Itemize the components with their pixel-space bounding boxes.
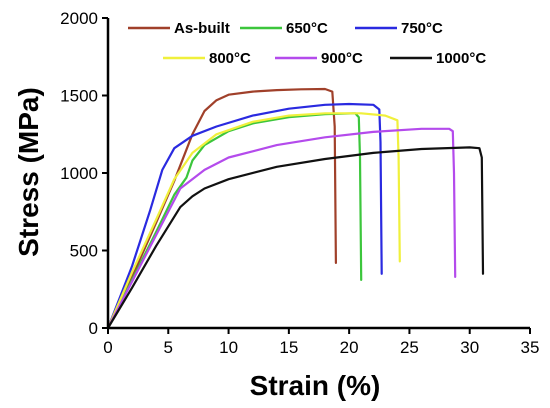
- legend-label: 1000°C: [436, 50, 486, 67]
- series-line-3: [106, 102, 383, 330]
- x-tick-label: 5: [164, 338, 173, 357]
- x-tick-label: 20: [340, 338, 359, 357]
- plot-area: [106, 87, 485, 330]
- x-tick-label: 0: [103, 338, 112, 357]
- legend-label: 750°C: [401, 20, 443, 37]
- y-tick-label: 0: [89, 319, 98, 338]
- y-tick-label: 1000: [60, 164, 98, 183]
- y-tick-label: 2000: [60, 9, 98, 28]
- legend-item: As-built: [128, 20, 230, 37]
- series-line-4: [106, 112, 401, 330]
- x-tick-label: 25: [400, 338, 419, 357]
- y-tick-label: 500: [70, 242, 98, 261]
- x-tick-label: 35: [521, 338, 540, 357]
- legend-item: 1000°C: [390, 50, 486, 67]
- legend-label: 800°C: [209, 50, 251, 67]
- ticks: 0 5 10 15 20 25 30 35 0 500 1000 1500 2000: [60, 9, 539, 357]
- x-tick-label: 30: [460, 338, 479, 357]
- legend-item: 750°C: [355, 20, 443, 37]
- series-line-6: [106, 146, 485, 330]
- x-tick-label: 10: [219, 338, 238, 357]
- y-axis-title: Stress (MPa): [13, 87, 44, 257]
- legend-label: 900°C: [321, 50, 363, 67]
- series-line-5: [106, 127, 457, 330]
- legend: As-built 650°C 750°C 800°C 900°C 1000°C: [128, 20, 486, 67]
- legend-item: 650°C: [240, 20, 328, 37]
- x-tick-label: 15: [279, 338, 298, 357]
- legend-item: 900°C: [275, 50, 363, 67]
- y-tick-label: 1500: [60, 87, 98, 106]
- legend-label: As-built: [174, 20, 230, 37]
- x-axis-title: Strain (%): [250, 370, 381, 401]
- legend-item: 800°C: [163, 50, 251, 67]
- legend-label: 650°C: [286, 20, 328, 37]
